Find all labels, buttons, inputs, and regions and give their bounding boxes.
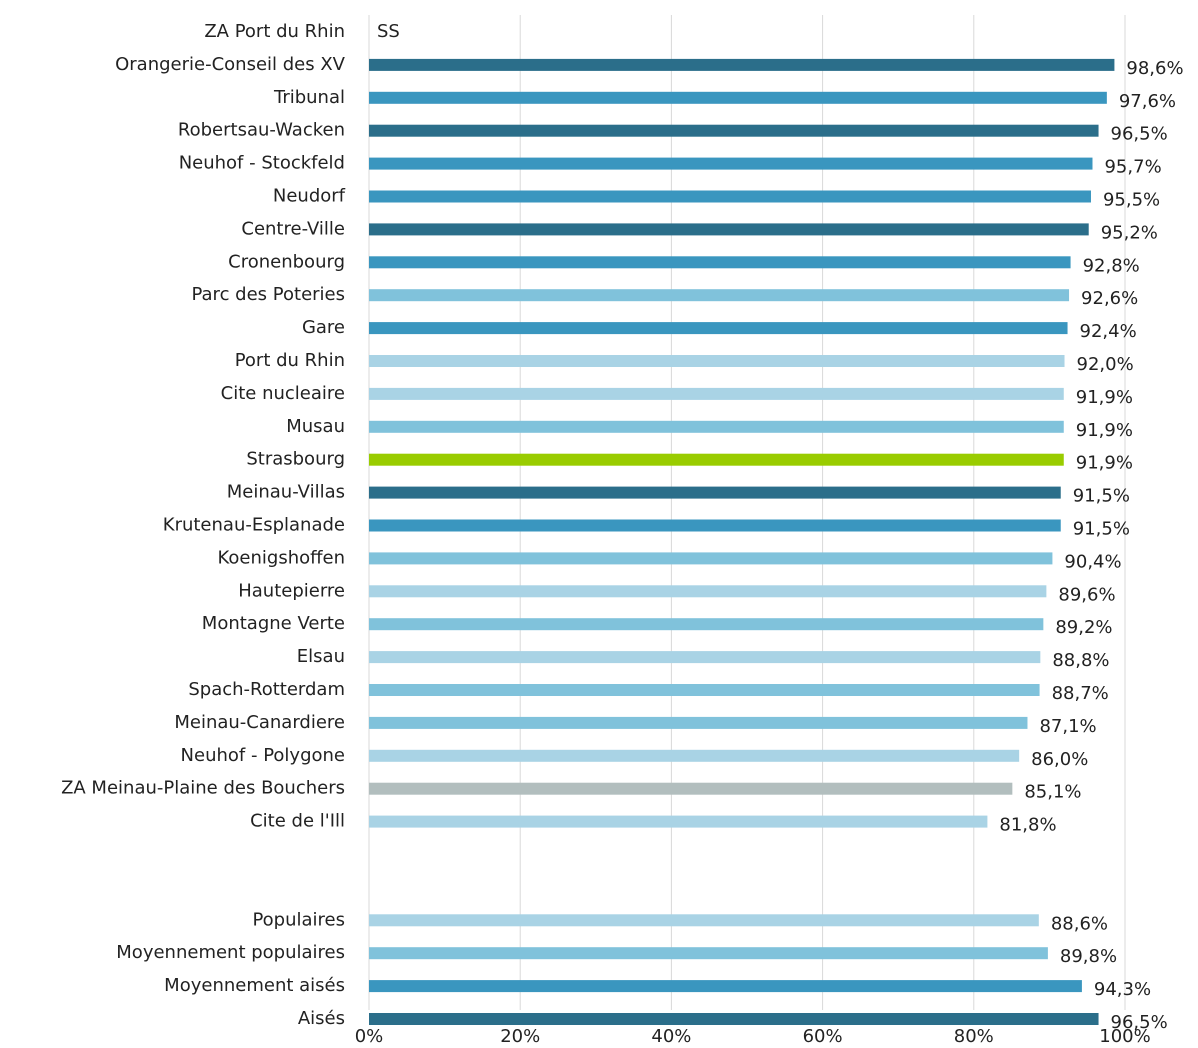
bar (369, 124, 1099, 137)
y-tick-label: Neuhof - Stockfeld (179, 153, 345, 174)
value-label: 94,3% (1094, 979, 1151, 1000)
bar (369, 684, 1040, 696)
bar (369, 420, 1064, 433)
value-label: 89,8% (1060, 946, 1117, 967)
value-label: 87,1% (1039, 716, 1096, 737)
y-tick-label: Meinau-Canardiere (174, 712, 345, 733)
bar (369, 289, 1070, 302)
y-tick-label: Robertsau-Wacken (178, 120, 345, 141)
value-label: 96,5% (1111, 124, 1168, 145)
value-label: 88,7% (1052, 683, 1109, 704)
value-label: 86,0% (1031, 749, 1088, 770)
y-tick-label: Spach-Rotterdam (188, 679, 345, 700)
value-label: 91,9% (1076, 453, 1133, 474)
y-tick-label: Moyennement populaires (116, 942, 345, 963)
value-label: 92,0% (1077, 354, 1134, 375)
value-label: 92,8% (1083, 255, 1140, 276)
y-tick-label: Cronenbourg (228, 251, 345, 272)
y-tick-label: ZA Port du Rhin (204, 21, 345, 42)
value-label: 91,9% (1076, 387, 1133, 408)
bar (369, 91, 1107, 104)
value-label: 91,5% (1073, 486, 1130, 507)
bar (369, 716, 1028, 729)
bar (369, 618, 1044, 631)
x-tick-label: 20% (500, 1026, 540, 1047)
y-tick-label: ZA Meinau-Plaine des Bouchers (61, 778, 345, 799)
bar (369, 1013, 1099, 1025)
value-label: 91,9% (1076, 420, 1133, 441)
value-label: 95,2% (1101, 222, 1158, 243)
value-label: 88,6% (1051, 913, 1108, 934)
y-tick-label: Cite nucleaire (221, 383, 345, 404)
y-tick-label: Port du Rhin (235, 350, 345, 371)
value-label: 95,5% (1103, 190, 1160, 211)
y-tick-label: Neudorf (273, 186, 346, 207)
bar (369, 585, 1047, 598)
y-tick-label: Neuhof - Polygone (181, 745, 345, 766)
bar (369, 190, 1091, 203)
bar (369, 552, 1053, 565)
x-tick-label: 80% (954, 1026, 994, 1047)
value-label: 92,6% (1081, 288, 1138, 309)
y-tick-label: Parc des Poteries (191, 284, 345, 305)
y-tick-label: Cite de l'Ill (250, 811, 345, 832)
value-label: 95,7% (1104, 157, 1161, 178)
bar (369, 387, 1064, 400)
y-tick-label: Moyennement aisés (164, 975, 345, 996)
value-label: 85,1% (1024, 782, 1081, 803)
y-tick-label: Hautepierre (238, 580, 345, 601)
bar (369, 519, 1061, 532)
x-tick-label: 40% (651, 1026, 691, 1047)
y-tick-label: Montagne Verte (202, 613, 345, 634)
y-tick-label: Aisés (298, 1008, 345, 1029)
value-label: 92,4% (1080, 321, 1137, 342)
value-label: 88,8% (1052, 650, 1109, 671)
y-tick-label: Orangerie-Conseil des XV (115, 54, 346, 75)
value-label: 96,5% (1111, 1012, 1168, 1033)
bar (369, 58, 1115, 71)
bar (369, 980, 1082, 993)
bar (369, 223, 1089, 236)
x-tick-label: 100% (1099, 1026, 1150, 1047)
y-tick-label: Meinau-Villas (227, 482, 345, 503)
x-tick-label: 0% (355, 1026, 384, 1047)
bar (369, 486, 1061, 499)
bar (369, 815, 988, 828)
y-tick-label: Musau (286, 416, 345, 437)
value-label: 81,8% (999, 815, 1056, 836)
y-tick-label: Elsau (297, 646, 345, 667)
bar (369, 355, 1065, 367)
value-label: 97,6% (1119, 91, 1176, 112)
y-tick-label: Centre-Ville (241, 218, 345, 239)
bar (369, 651, 1041, 664)
y-tick-label: Strasbourg (246, 449, 345, 470)
bar (369, 947, 1048, 960)
value-label: 91,5% (1073, 519, 1130, 540)
bar (369, 322, 1068, 335)
y-tick-label: Tribunal (273, 87, 345, 108)
bar (369, 256, 1071, 269)
y-tick-label: Gare (302, 317, 345, 338)
bar (369, 914, 1039, 927)
value-label: 89,2% (1055, 617, 1112, 638)
bar (369, 157, 1093, 170)
value-label: 90,4% (1064, 551, 1121, 572)
y-tick-label: Krutenau-Esplanade (163, 515, 345, 536)
bar (369, 749, 1020, 762)
y-tick-label: Populaires (252, 909, 345, 930)
y-tick-label: Koenigshoffen (217, 547, 345, 568)
value-label: SS (377, 21, 400, 42)
value-label: 98,6% (1126, 58, 1183, 79)
value-label: 89,6% (1058, 584, 1115, 605)
bar (369, 782, 1013, 795)
x-tick-label: 60% (803, 1026, 843, 1047)
bar (369, 453, 1064, 466)
